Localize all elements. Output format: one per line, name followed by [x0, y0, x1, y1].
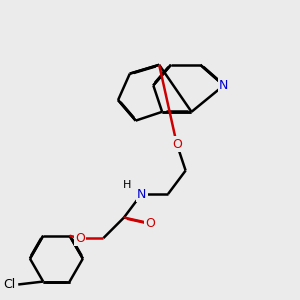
- Text: N: N: [219, 79, 229, 92]
- Text: O: O: [75, 232, 85, 244]
- Text: O: O: [146, 217, 155, 230]
- Text: O: O: [172, 138, 182, 151]
- Text: H: H: [123, 180, 131, 190]
- Text: Cl: Cl: [3, 278, 16, 291]
- Text: N: N: [137, 188, 146, 201]
